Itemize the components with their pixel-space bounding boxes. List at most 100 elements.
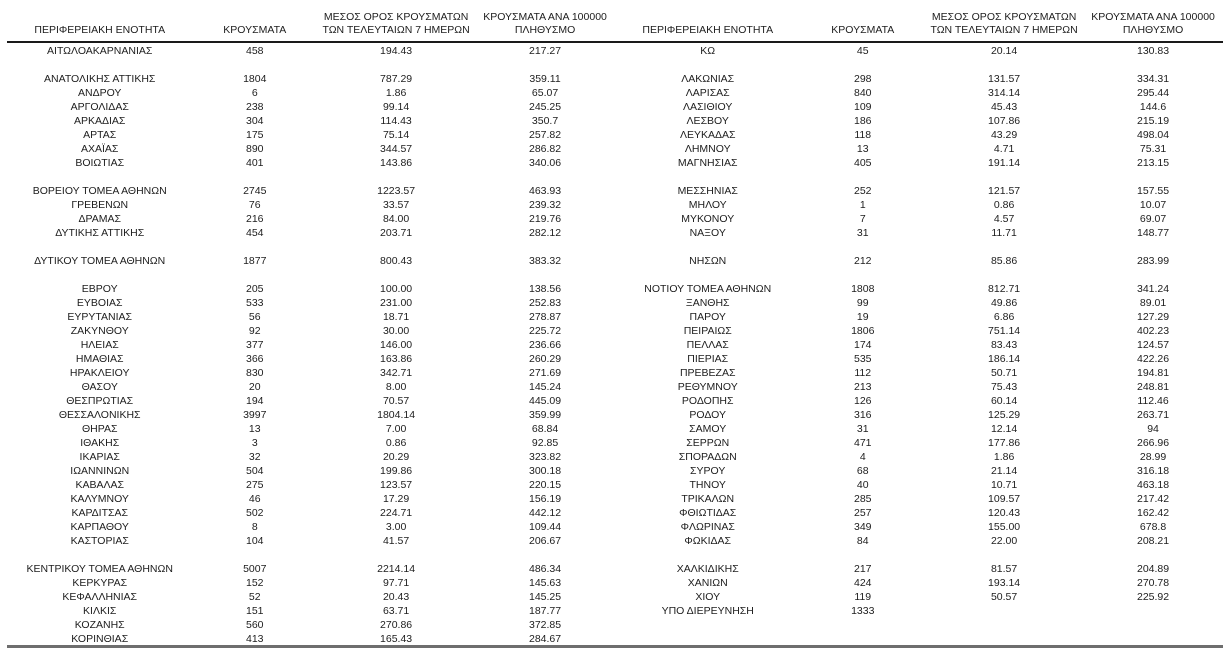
avg7-cell: 10.71	[990, 479, 1018, 491]
cases-cell: 45	[856, 45, 869, 57]
cases-cell: 2745	[243, 185, 267, 197]
region-cell: ΡΕΘΥΜΝΟΥ	[677, 381, 738, 393]
table-row: ΚΑΛΥΜΝΟΥ 46 17.29 156.19	[7, 492, 615, 506]
region-cell: ΜΕΣΣΗΝΙΑΣ	[677, 185, 738, 197]
cases-cell: 275	[245, 479, 264, 491]
avg7-cell: 60.14	[990, 395, 1018, 407]
region-cell	[7, 170, 192, 184]
per100k-cell: 157.55	[1136, 185, 1170, 197]
column-header-region-label: ΠΕΡΙΦΕΡΕΙΑΚΗ ΕΝΟΤΗΤΑ	[642, 24, 774, 36]
column-header-cases-label: ΚΡΟΥΣΜΑΤΑ	[223, 24, 287, 36]
avg7-cell: 270.86	[380, 619, 413, 631]
region-cell	[615, 618, 800, 632]
table-row: ΜΑΓΝΗΣΙΑΣ 405 191.14 213.15	[615, 156, 1223, 170]
region-cell: ΗΛΕΙΑΣ	[80, 339, 119, 351]
cases-cell: 1806	[851, 325, 875, 337]
per100k-cell: 383.32	[528, 255, 562, 267]
tables-container: ΠΕΡΙΦΕΡΕΙΑΚΗ ΕΝΟΤΗΤΑ ΚΡΟΥΣΜΑΤΑ ΜΕΣΟΣ ΟΡΟ…	[7, 6, 1223, 646]
spacer-row	[615, 58, 1223, 72]
table-row: ΠΡΕΒΕΖΑΣ 112 50.71 194.81	[615, 366, 1223, 380]
table-row: ΛΗΜΝΟΥ 13 4.71 75.31	[615, 142, 1223, 156]
cases-cell: 533	[245, 297, 264, 309]
avg7-cell: 194.43	[380, 45, 413, 57]
cases-cell: 316	[853, 409, 872, 421]
table-row: ΠΙΕΡΙΑΣ 535 186.14 422.26	[615, 352, 1223, 366]
region-cell	[7, 58, 192, 72]
cases-cell: 56	[248, 311, 261, 323]
per100k-cell: 422.26	[1136, 353, 1170, 365]
per100k-cell: 65.07	[531, 87, 559, 99]
region-cell: ΑΝΑΤΟΛΙΚΗΣ ΑΤΤΙΚΗΣ	[44, 73, 156, 85]
table-row: ΣΕΡΡΩΝ 471 177.86 266.96	[615, 436, 1223, 450]
per100k-cell: 278.87	[528, 311, 562, 323]
avg7-cell: 20.29	[382, 451, 410, 463]
spacer-row	[615, 170, 1223, 184]
table-row: ΕΒΡΟΥ 205 100.00 138.56	[7, 282, 615, 296]
per100k-cell	[475, 240, 615, 254]
table-row: ΚΙΛΚΙΣ 151 63.71 187.77	[7, 604, 615, 618]
table-row: ΗΡΑΚΛΕΙΟΥ 830 342.71 271.69	[7, 366, 615, 380]
column-header-avg7-line2: ΤΩΝ ΤΕΛΕΥΤΑΙΩΝ 7 ΗΜΕΡΩΝ	[322, 24, 470, 36]
region-cell: ΕΒΡΟΥ	[81, 283, 118, 295]
table-row: ΚΕΡΚΥΡΑΣ 152 97.71 145.63	[7, 576, 615, 590]
cases-cell: 6	[251, 87, 258, 99]
avg7-cell: 342.71	[380, 367, 413, 379]
region-cell: ΧΙΟΥ	[695, 591, 721, 603]
per100k-cell: 187.77	[528, 605, 562, 617]
table-row: ΛΑΚΩΝΙΑΣ 298 131.57 334.31	[615, 72, 1223, 86]
per100k-cell: 162.42	[1136, 507, 1170, 519]
per100k-cell: 341.24	[1136, 283, 1170, 295]
cases-cell: 175	[245, 129, 264, 141]
region-cell: ΤΡΙΚΑΛΩΝ	[681, 493, 735, 505]
avg7-cell: 3.00	[385, 521, 407, 533]
spacer-row	[615, 618, 1223, 632]
per100k-cell: 359.99	[528, 409, 562, 421]
right-table-body: ΚΩ 45 20.14 130.83 ΛΑΚΩΝΙΑΣ 298 131.57 334.31 ΛΑ…	[615, 44, 1223, 646]
avg7-cell: 100.00	[380, 283, 413, 295]
spacer-row	[7, 240, 615, 254]
per100k-cell: 69.07	[1139, 213, 1167, 225]
cases-cell: 68	[856, 465, 869, 477]
cases-cell: 216	[245, 213, 264, 225]
per100k-cell	[475, 268, 615, 282]
region-cell: ΣΕΡΡΩΝ	[686, 437, 730, 449]
avg7-cell: 231.00	[380, 297, 413, 309]
table-row: ΚΑΣΤΟΡΙΑΣ 104 41.57 206.67	[7, 534, 615, 548]
per100k-cell: 225.92	[1136, 591, 1170, 603]
table-row: ΔΡΑΜΑΣ 216 84.00 219.76	[7, 212, 615, 226]
cases-cell: 560	[245, 619, 264, 631]
cases-cell: 1333	[851, 605, 875, 617]
cases-cell	[800, 548, 925, 562]
per100k-cell: 225.72	[528, 325, 562, 337]
per100k-cell: 145.24	[528, 381, 562, 393]
region-cell: ΥΠΟ ΔΙΕΡΕΥΝΗΣΗ	[661, 605, 754, 617]
left-table-body: ΑΙΤΩΛΟΑΚΑΡΝΑΝΙΑΣ 458 194.43 217.27 ΑΝΑΤΟΛΙΚΗ…	[7, 44, 615, 646]
region-cell: ΗΜΑΘΙΑΣ	[75, 353, 124, 365]
region-cell	[615, 548, 800, 562]
per100k-cell	[1083, 604, 1223, 618]
cases-cell: 217	[853, 563, 872, 575]
cases-cell	[800, 632, 925, 646]
region-cell: ΙΘΑΚΗΣ	[80, 437, 120, 449]
per100k-cell	[1083, 268, 1223, 282]
per100k-cell: 75.31	[1139, 143, 1167, 155]
cases-cell: 212	[853, 255, 872, 267]
region-cell: ΝΗΣΩΝ	[689, 255, 727, 267]
bottom-divider-rule	[7, 645, 1223, 648]
avg7-cell: 4.57	[993, 213, 1015, 225]
per100k-cell: 138.56	[528, 283, 562, 295]
cases-cell: 126	[853, 395, 872, 407]
cases-cell: 20	[248, 381, 261, 393]
spacer-row	[7, 170, 615, 184]
avg7-cell: 75.43	[990, 381, 1018, 393]
cases-cell: 99	[856, 297, 869, 309]
region-cell	[7, 548, 192, 562]
spacer-row	[615, 240, 1223, 254]
table-row: ΤΗΝΟΥ 40 10.71 463.18	[615, 478, 1223, 492]
column-header-per100k: ΚΡΟΥΣΜΑΤΑ ΑΝΑ 100000 ΠΛΗΘΥΣΜΟ	[475, 11, 615, 40]
avg7-cell	[925, 240, 1083, 254]
region-cell: ΘΕΣΠΡΩΤΙΑΣ	[66, 395, 134, 407]
cases-cell: 13	[856, 143, 869, 155]
cases-cell: 3997	[243, 409, 267, 421]
per100k-cell	[475, 58, 615, 72]
